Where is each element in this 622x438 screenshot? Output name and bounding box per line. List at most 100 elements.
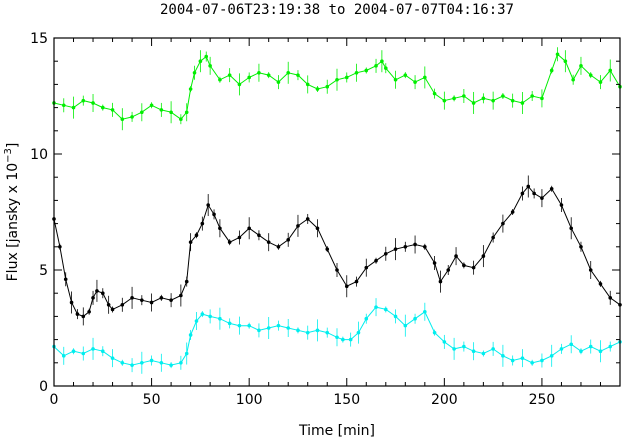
series-1-point — [227, 240, 232, 244]
series-2-point — [208, 314, 212, 319]
x-tick-label: 50 — [143, 392, 161, 408]
series-1-point — [532, 191, 536, 196]
series-2-point — [348, 337, 353, 342]
series-0-point — [491, 98, 495, 103]
series-2-point — [598, 349, 603, 354]
series-1-point — [471, 265, 476, 270]
series-0-point — [149, 103, 154, 108]
series-1-point — [200, 221, 205, 226]
series-1-point — [598, 282, 603, 286]
series-1-point — [276, 245, 281, 249]
series-1-point — [374, 258, 378, 263]
series-0-point — [218, 77, 222, 82]
series-1-point — [462, 263, 466, 268]
y-axis-label-exponent: −3 — [3, 148, 14, 163]
series-0-point — [540, 96, 544, 101]
series-1-point — [454, 254, 458, 258]
series-0-point — [257, 71, 261, 75]
series-2-point — [579, 349, 583, 354]
series-1-point — [63, 277, 68, 282]
series-0-point — [413, 80, 417, 84]
series-2-point — [569, 342, 574, 347]
series-2-point — [296, 328, 300, 333]
series-0-point — [501, 94, 505, 98]
series-1-point — [159, 296, 164, 300]
series-2-point — [341, 337, 345, 342]
series-1-point — [87, 309, 91, 314]
series-0-point — [198, 59, 203, 63]
series-0-point — [432, 91, 437, 96]
series-1-point — [446, 268, 451, 272]
series-2-point — [452, 347, 456, 351]
series-2-point — [501, 354, 505, 358]
series-2-point — [120, 361, 125, 365]
series-2-point — [520, 356, 525, 360]
y-axis-label: Flux [jansky x 10−3] — [3, 143, 21, 282]
series-0-point — [169, 110, 173, 115]
series-2-point — [608, 344, 613, 349]
x-tick-label: 100 — [236, 392, 263, 408]
series-0-point — [510, 98, 515, 103]
series-1-point — [501, 221, 505, 226]
series-0-point — [184, 110, 189, 115]
plot-frame — [53, 37, 621, 387]
series-1-point — [206, 203, 210, 207]
series-1-point — [588, 268, 593, 272]
series-1-point — [286, 238, 291, 242]
series-2-point — [130, 363, 134, 367]
series-0-point — [120, 117, 125, 121]
series-0-point — [598, 80, 603, 84]
series-1-point — [75, 312, 80, 316]
series-1-point — [325, 247, 330, 251]
series-2-point — [364, 316, 369, 321]
series-2-point — [481, 351, 486, 356]
series-0-point — [364, 68, 369, 73]
series-2-point — [149, 358, 154, 363]
series-2-point — [247, 323, 251, 328]
series-2-point — [530, 361, 534, 365]
series-1-point — [140, 298, 144, 302]
series-2 — [52, 298, 622, 374]
series-0-point — [471, 101, 476, 105]
series-0-point — [452, 96, 456, 101]
series-0-point — [81, 98, 86, 103]
series-2-point — [335, 335, 339, 340]
series-0-point — [110, 108, 115, 112]
series-2-point — [184, 351, 189, 356]
series-2-point — [257, 328, 261, 333]
series-1-point — [130, 296, 134, 300]
series-2-point — [140, 361, 144, 365]
series-2-point — [100, 349, 105, 354]
series-2-point — [540, 358, 544, 363]
series-0-point — [481, 96, 486, 101]
series-1-point — [438, 279, 443, 284]
series-0-point — [276, 80, 281, 84]
series-0-point — [579, 64, 583, 68]
series-2-point — [413, 316, 417, 321]
series-1-point — [91, 296, 95, 300]
series-2-point — [91, 347, 95, 351]
series-0-point — [608, 68, 613, 73]
series-2-point — [305, 330, 310, 335]
series-0-point — [159, 108, 164, 112]
series-2-point — [169, 363, 173, 367]
series-2-point — [61, 354, 66, 358]
series-0-point — [423, 75, 427, 80]
x-tick-label: 150 — [333, 392, 360, 408]
series-1-point — [579, 245, 583, 249]
series-0-point — [462, 94, 466, 98]
series-0-point — [344, 75, 349, 80]
series-2-point — [266, 326, 271, 330]
series-1-point — [184, 279, 189, 284]
x-tick-label: 0 — [50, 392, 59, 408]
series-0-point — [179, 117, 183, 121]
series-1 — [52, 175, 622, 326]
series-1-point — [608, 296, 613, 300]
series-1-point — [169, 298, 173, 302]
series-2-point — [200, 312, 205, 316]
series-1-point — [315, 226, 320, 231]
series-1-point — [218, 226, 222, 231]
series-1-point — [481, 254, 486, 258]
series-1-point — [81, 314, 86, 319]
series-2-point — [462, 344, 466, 349]
